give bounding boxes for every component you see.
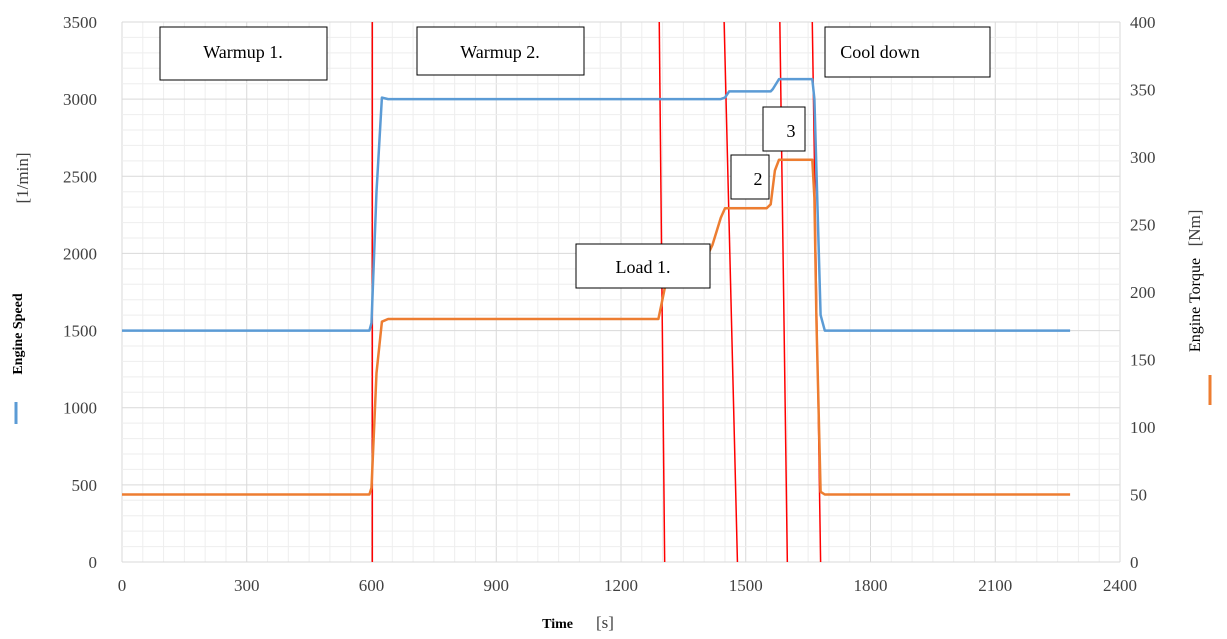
x-tick-label: 300: [234, 576, 260, 595]
y-right-axis-unit: [Nm]: [1185, 210, 1204, 247]
y-right-tick-label: 300: [1130, 148, 1156, 167]
y-left-axis-ticks: 0 500 1000 1500 2000 2500 3000 3500: [63, 13, 97, 572]
y-left-tick-label: 3000: [63, 90, 97, 109]
annotation-load-1: Load 1.: [575, 243, 711, 289]
x-axis-unit: [s]: [596, 613, 614, 632]
annotation-cool-down: Cool down: [824, 26, 991, 78]
y-right-tick-label: 250: [1130, 216, 1156, 235]
x-tick-label: 0: [118, 576, 127, 595]
y-left-axis-unit: [1/min]: [13, 153, 32, 204]
y-left-tick-label: 500: [72, 476, 98, 495]
y-left-tick-label: 1500: [63, 322, 97, 341]
y-right-tick-label: 200: [1130, 283, 1156, 302]
y-left-tick-label: 2500: [63, 167, 97, 186]
annotation-load-3: 3: [762, 106, 806, 152]
x-tick-label: 1200: [604, 576, 638, 595]
svg-text:Cool down: Cool down: [840, 42, 920, 62]
annotation-load-2: 2: [730, 154, 770, 200]
y-left-tick-label: 2000: [63, 244, 97, 263]
x-tick-label: 900: [484, 576, 510, 595]
y-left-tick-label: 3500: [63, 13, 97, 32]
x-tick-label: 1800: [854, 576, 888, 595]
svg-text:Warmup 1.: Warmup 1.: [203, 42, 283, 62]
x-tick-label: 2100: [978, 576, 1012, 595]
x-tick-label: 2400: [1103, 576, 1137, 595]
series-line-engine-speed: [122, 77, 1071, 332]
y-right-tick-label: 50: [1130, 486, 1147, 505]
y-left-tick-label: 1000: [63, 399, 97, 418]
y-right-tick-label: 400: [1130, 13, 1156, 32]
y-right-tick-label: 150: [1130, 351, 1156, 370]
series-lines: [122, 77, 1071, 496]
x-tick-label: 1500: [729, 576, 763, 595]
grid: [121, 21, 1121, 563]
series-line-engine-torque: [122, 158, 1071, 496]
svg-text:Warmup 2.: Warmup 2.: [460, 42, 540, 62]
svg-text:2: 2: [754, 169, 763, 189]
y-left-axis-name: Engine Speed: [11, 293, 26, 375]
annotation-warmup-2: Warmup 2.: [416, 26, 585, 76]
phase-line-4: [779, 21, 789, 563]
y-right-tick-label: 0: [1130, 553, 1139, 572]
y-right-tick-label: 350: [1130, 81, 1156, 100]
x-axis-ticks: 0 300 600 900 1200 1500 1800 2100 2400: [118, 576, 1137, 595]
y-right-axis-ticks: 0 50 100 150 200 250 300 350 400: [1130, 13, 1156, 572]
svg-text:Load 1.: Load 1.: [616, 257, 671, 277]
annotation-warmup-1: Warmup 1.: [159, 26, 328, 81]
phase-lines: [371, 21, 822, 563]
y-left-tick-label: 0: [89, 553, 98, 572]
x-axis-name: Time: [542, 617, 573, 632]
phase-line-3: [723, 21, 739, 563]
phase-line-2: [658, 21, 666, 563]
y-right-tick-label: 100: [1130, 418, 1156, 437]
svg-text:3: 3: [787, 121, 796, 141]
y-right-axis-name: Engine Torque: [1187, 258, 1204, 352]
x-tick-label: 600: [359, 576, 385, 595]
